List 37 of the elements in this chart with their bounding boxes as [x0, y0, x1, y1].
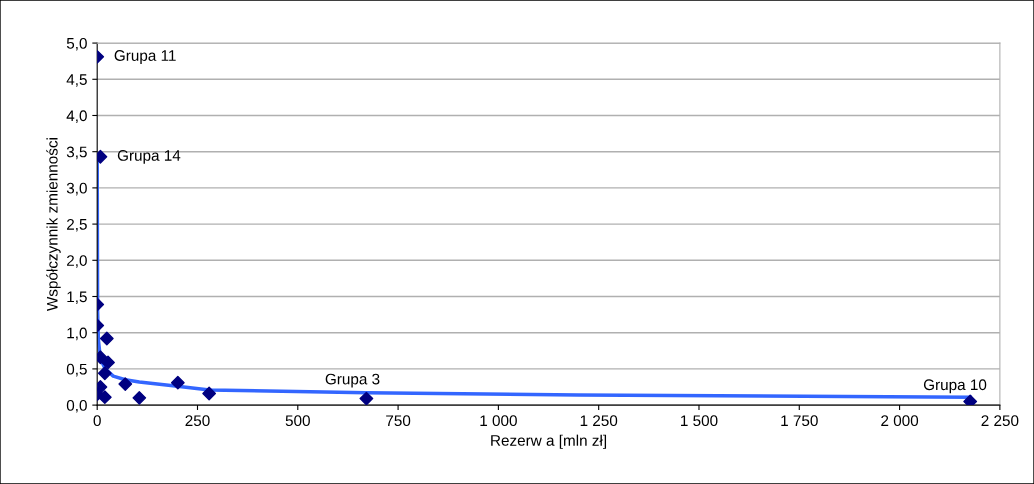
- annotation: Grupa 10: [923, 379, 987, 394]
- annotation: Grupa 3: [325, 373, 380, 388]
- x-tick-label: 250: [185, 415, 210, 427]
- point: [963, 394, 978, 406]
- x-tick-label: 1 750: [781, 415, 818, 427]
- point: [101, 355, 115, 370]
- annotation: Grupa 14: [117, 150, 181, 164]
- point: [170, 375, 185, 390]
- x-tick-label: 2 000: [881, 415, 919, 427]
- x-tick-label: 1 250: [580, 415, 618, 427]
- y-tick-label: 4,5: [66, 74, 87, 87]
- x-tick-label: 1 500: [681, 415, 718, 427]
- y-tick-label: 4,0: [66, 110, 87, 123]
- point: [359, 391, 374, 406]
- x-axis-title: Rezerw a [mln zł]: [491, 434, 607, 449]
- y-tick-label: 3,5: [66, 146, 87, 160]
- y-tick-label: 0,0: [66, 399, 87, 413]
- point: [99, 331, 114, 346]
- y-tick-label: 2,5: [67, 218, 87, 232]
- point: [118, 377, 133, 392]
- y-axis-title: Współczynnik zmienności: [46, 138, 61, 312]
- point: [97, 366, 112, 381]
- y-tick-label: 3,0: [66, 182, 87, 196]
- y-tick-label: 1,0: [67, 327, 87, 341]
- y-tick-label: 0,5: [66, 363, 87, 377]
- y-tick-label: 5,0: [66, 37, 87, 51]
- annotation: Grupa 11: [114, 50, 176, 64]
- x-tick-label: 2 250: [981, 415, 1019, 427]
- x-tick-label: 1 000: [480, 415, 517, 427]
- x-tick-label: 750: [386, 415, 411, 427]
- x-tick-label: 0: [93, 415, 101, 427]
- y-tick-label: 2,0: [67, 255, 87, 268]
- y-tick-label: 1,5: [67, 291, 87, 304]
- point: [202, 386, 217, 401]
- point: [97, 390, 112, 405]
- x-tick-label: 500: [285, 415, 310, 427]
- point: [132, 390, 147, 405]
